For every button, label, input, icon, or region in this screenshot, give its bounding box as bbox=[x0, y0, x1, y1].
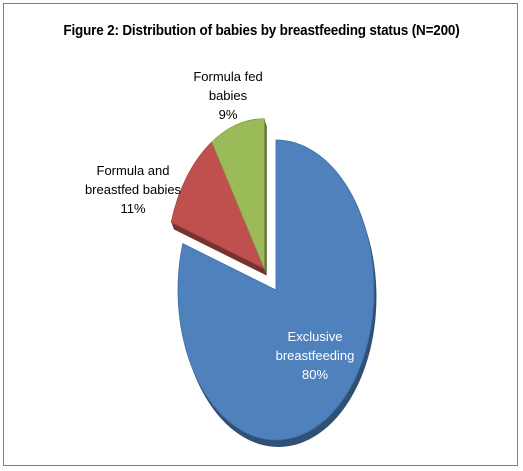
slice-value-label: 9% bbox=[219, 107, 238, 122]
slice-name-label: Formula and bbox=[97, 163, 170, 178]
pie-slice bbox=[177, 139, 375, 441]
slice-label: Exclusive breastfeeding 80% bbox=[276, 329, 355, 382]
chart-title: Figure 2: Distribution of babies by brea… bbox=[63, 22, 460, 39]
slice-value-label: 80% bbox=[302, 367, 328, 382]
slice-label: Formula and breastfed babies 11% bbox=[85, 163, 182, 216]
pie-slice bbox=[170, 141, 266, 270]
slice-name-label: breastfeeding bbox=[276, 348, 355, 363]
slice-name-label: breastfed babies bbox=[85, 182, 182, 197]
slice-name-label: Formula fed bbox=[193, 69, 262, 84]
slice-label: Formula fed babies 9% bbox=[193, 69, 262, 122]
slice-name-label: Exclusive bbox=[288, 329, 343, 344]
slice-value-label: 11% bbox=[120, 201, 145, 216]
slice-name-label: babies bbox=[209, 88, 248, 103]
pie-slice bbox=[211, 118, 265, 269]
